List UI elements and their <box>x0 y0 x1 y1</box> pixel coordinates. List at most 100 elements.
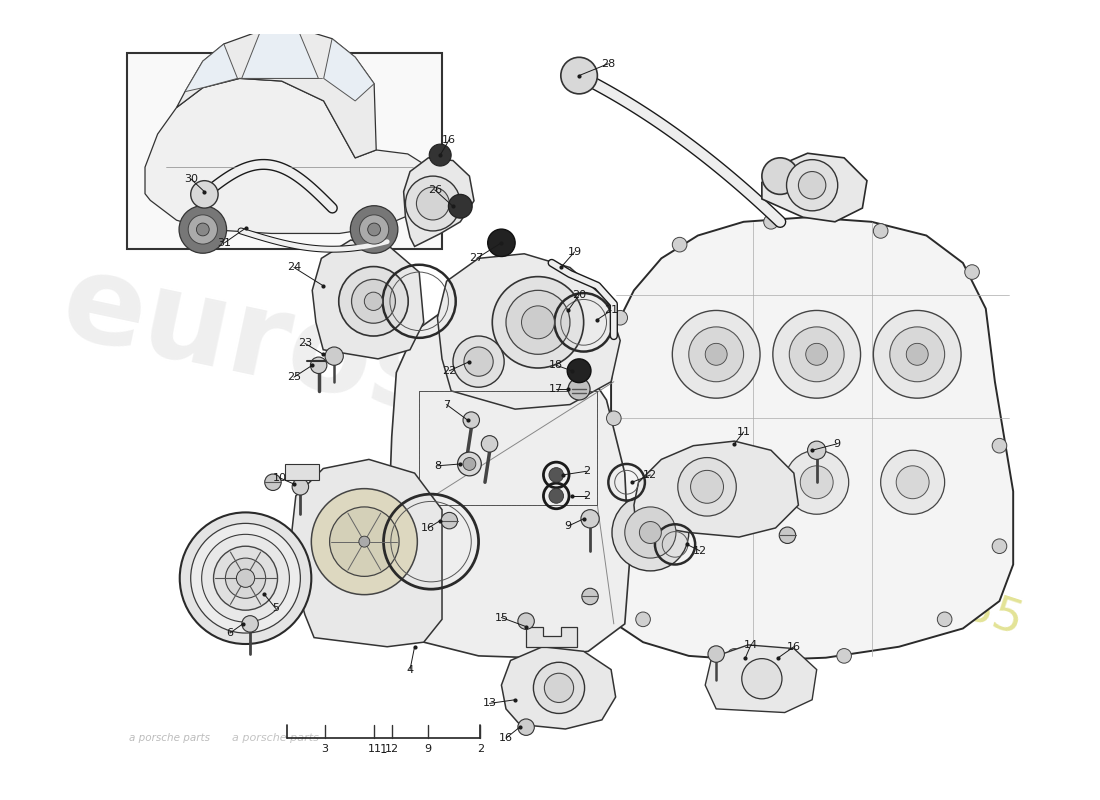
Text: 22: 22 <box>442 366 456 376</box>
Circle shape <box>367 223 381 236</box>
Circle shape <box>612 494 689 571</box>
Circle shape <box>881 450 945 514</box>
Circle shape <box>639 522 661 543</box>
Circle shape <box>784 450 849 514</box>
Circle shape <box>429 144 451 166</box>
Text: 30: 30 <box>184 174 198 184</box>
Circle shape <box>992 438 1007 453</box>
Circle shape <box>549 468 563 482</box>
Text: 3: 3 <box>321 744 329 754</box>
Circle shape <box>873 224 888 238</box>
Text: 31: 31 <box>218 238 231 248</box>
Circle shape <box>359 536 370 547</box>
Circle shape <box>201 534 289 622</box>
Circle shape <box>613 310 627 325</box>
Circle shape <box>704 466 737 498</box>
Circle shape <box>544 674 573 702</box>
Circle shape <box>493 277 584 368</box>
Circle shape <box>799 171 826 199</box>
Polygon shape <box>762 154 867 222</box>
Text: 16: 16 <box>421 523 436 533</box>
Text: 9: 9 <box>564 521 572 531</box>
Circle shape <box>242 616 258 632</box>
Circle shape <box>487 229 515 257</box>
Circle shape <box>330 507 399 576</box>
Text: 10: 10 <box>273 473 286 482</box>
Text: 13: 13 <box>483 698 496 709</box>
Circle shape <box>672 310 760 398</box>
Circle shape <box>464 347 493 376</box>
Bar <box>126 53 442 250</box>
Text: 19: 19 <box>568 247 582 257</box>
Circle shape <box>691 470 724 503</box>
Text: 27: 27 <box>470 254 484 263</box>
Circle shape <box>324 347 343 366</box>
Circle shape <box>937 612 952 626</box>
Text: 28: 28 <box>602 58 616 69</box>
Circle shape <box>779 527 795 543</box>
Circle shape <box>727 649 741 663</box>
Text: 24: 24 <box>287 262 301 273</box>
Polygon shape <box>705 645 816 713</box>
Text: 1: 1 <box>379 742 387 755</box>
Circle shape <box>506 290 570 354</box>
Text: 2: 2 <box>476 744 484 754</box>
Text: 4: 4 <box>407 665 414 674</box>
Polygon shape <box>176 28 376 158</box>
Polygon shape <box>292 459 442 646</box>
Text: a porsche parts: a porsche parts <box>232 733 319 743</box>
Text: 2: 2 <box>583 466 590 476</box>
Text: 16: 16 <box>786 642 801 652</box>
Circle shape <box>364 292 383 310</box>
Circle shape <box>188 215 218 244</box>
Text: 11: 11 <box>367 744 382 754</box>
Text: 17: 17 <box>549 384 563 394</box>
Circle shape <box>705 343 727 366</box>
Polygon shape <box>323 38 374 101</box>
Circle shape <box>625 507 676 558</box>
Text: eurospares: eurospares <box>52 244 832 519</box>
Circle shape <box>805 343 827 366</box>
Circle shape <box>773 310 860 398</box>
Circle shape <box>786 160 838 211</box>
Circle shape <box>534 662 584 714</box>
Text: 15: 15 <box>494 613 508 622</box>
Circle shape <box>741 658 782 699</box>
Circle shape <box>568 378 590 400</box>
Polygon shape <box>145 78 429 234</box>
Text: 8: 8 <box>433 461 441 470</box>
Circle shape <box>906 343 928 366</box>
Circle shape <box>213 546 277 610</box>
Circle shape <box>708 646 725 662</box>
Circle shape <box>449 194 472 218</box>
Circle shape <box>311 489 417 594</box>
Text: 25: 25 <box>287 372 301 382</box>
Text: 12: 12 <box>644 470 658 480</box>
Circle shape <box>190 181 218 208</box>
Circle shape <box>226 558 265 598</box>
Polygon shape <box>185 44 238 92</box>
Circle shape <box>352 279 395 323</box>
Circle shape <box>992 539 1007 554</box>
Circle shape <box>458 452 482 476</box>
Circle shape <box>417 187 449 220</box>
Circle shape <box>896 466 929 498</box>
Circle shape <box>582 588 598 605</box>
Circle shape <box>406 176 460 231</box>
Circle shape <box>453 336 504 387</box>
Circle shape <box>790 327 844 382</box>
Text: 23: 23 <box>298 338 312 348</box>
Circle shape <box>672 238 686 252</box>
Circle shape <box>236 569 255 587</box>
Polygon shape <box>526 626 578 646</box>
Circle shape <box>463 458 476 470</box>
Text: 14: 14 <box>744 640 758 650</box>
Circle shape <box>190 523 300 633</box>
Circle shape <box>873 310 961 398</box>
Text: 5: 5 <box>272 603 279 614</box>
Text: 21: 21 <box>604 306 618 315</box>
Circle shape <box>518 613 535 630</box>
Polygon shape <box>242 28 318 78</box>
Text: 12: 12 <box>385 744 399 754</box>
Polygon shape <box>634 441 799 537</box>
